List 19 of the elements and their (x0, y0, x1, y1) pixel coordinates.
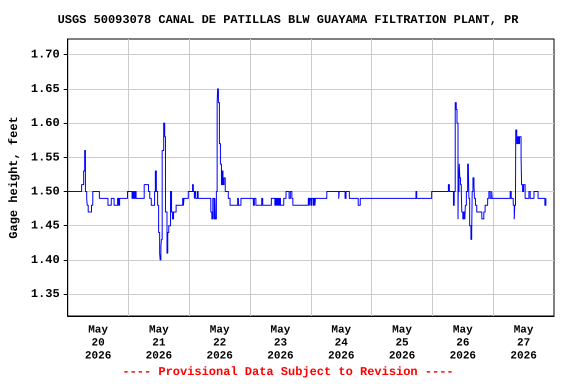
y-tick-label: 1.40 (30, 252, 60, 267)
x-tick-label: May 23 2026 (267, 324, 294, 362)
y-axis-title: Gage height, feet (7, 116, 21, 239)
x-tick-label: May 22 2026 (206, 324, 233, 362)
text: ---- Provisional Data Subject to Revision ---- (122, 365, 454, 379)
y-tick-label: 1.35 (30, 287, 60, 302)
x-tick-label: May 24 2026 (328, 324, 354, 362)
x-tick-label: May 25 2026 (388, 324, 416, 362)
chart-title: USGS 50093078 CANAL DE PATILLAS BLW GUAYAMA FILTRATION PLANT, PR (58, 13, 520, 27)
y-tick-label: 1.50 (30, 184, 60, 199)
x-tick-label: May 26 2026 (450, 324, 476, 362)
y-tick-label: 1.65 (30, 82, 60, 96)
x-tick-label: May 20 2026 (84, 324, 112, 362)
x-tick-label: May 27 2026 (510, 324, 537, 362)
y-tick-label: 1.55 (30, 150, 60, 164)
y-tick-label: 1.70 (30, 48, 60, 62)
x-tick-label: May 21 2026 (146, 324, 172, 362)
y-tick-label: 1.60 (30, 116, 60, 130)
y-tick-label: 1.45 (30, 218, 60, 233)
